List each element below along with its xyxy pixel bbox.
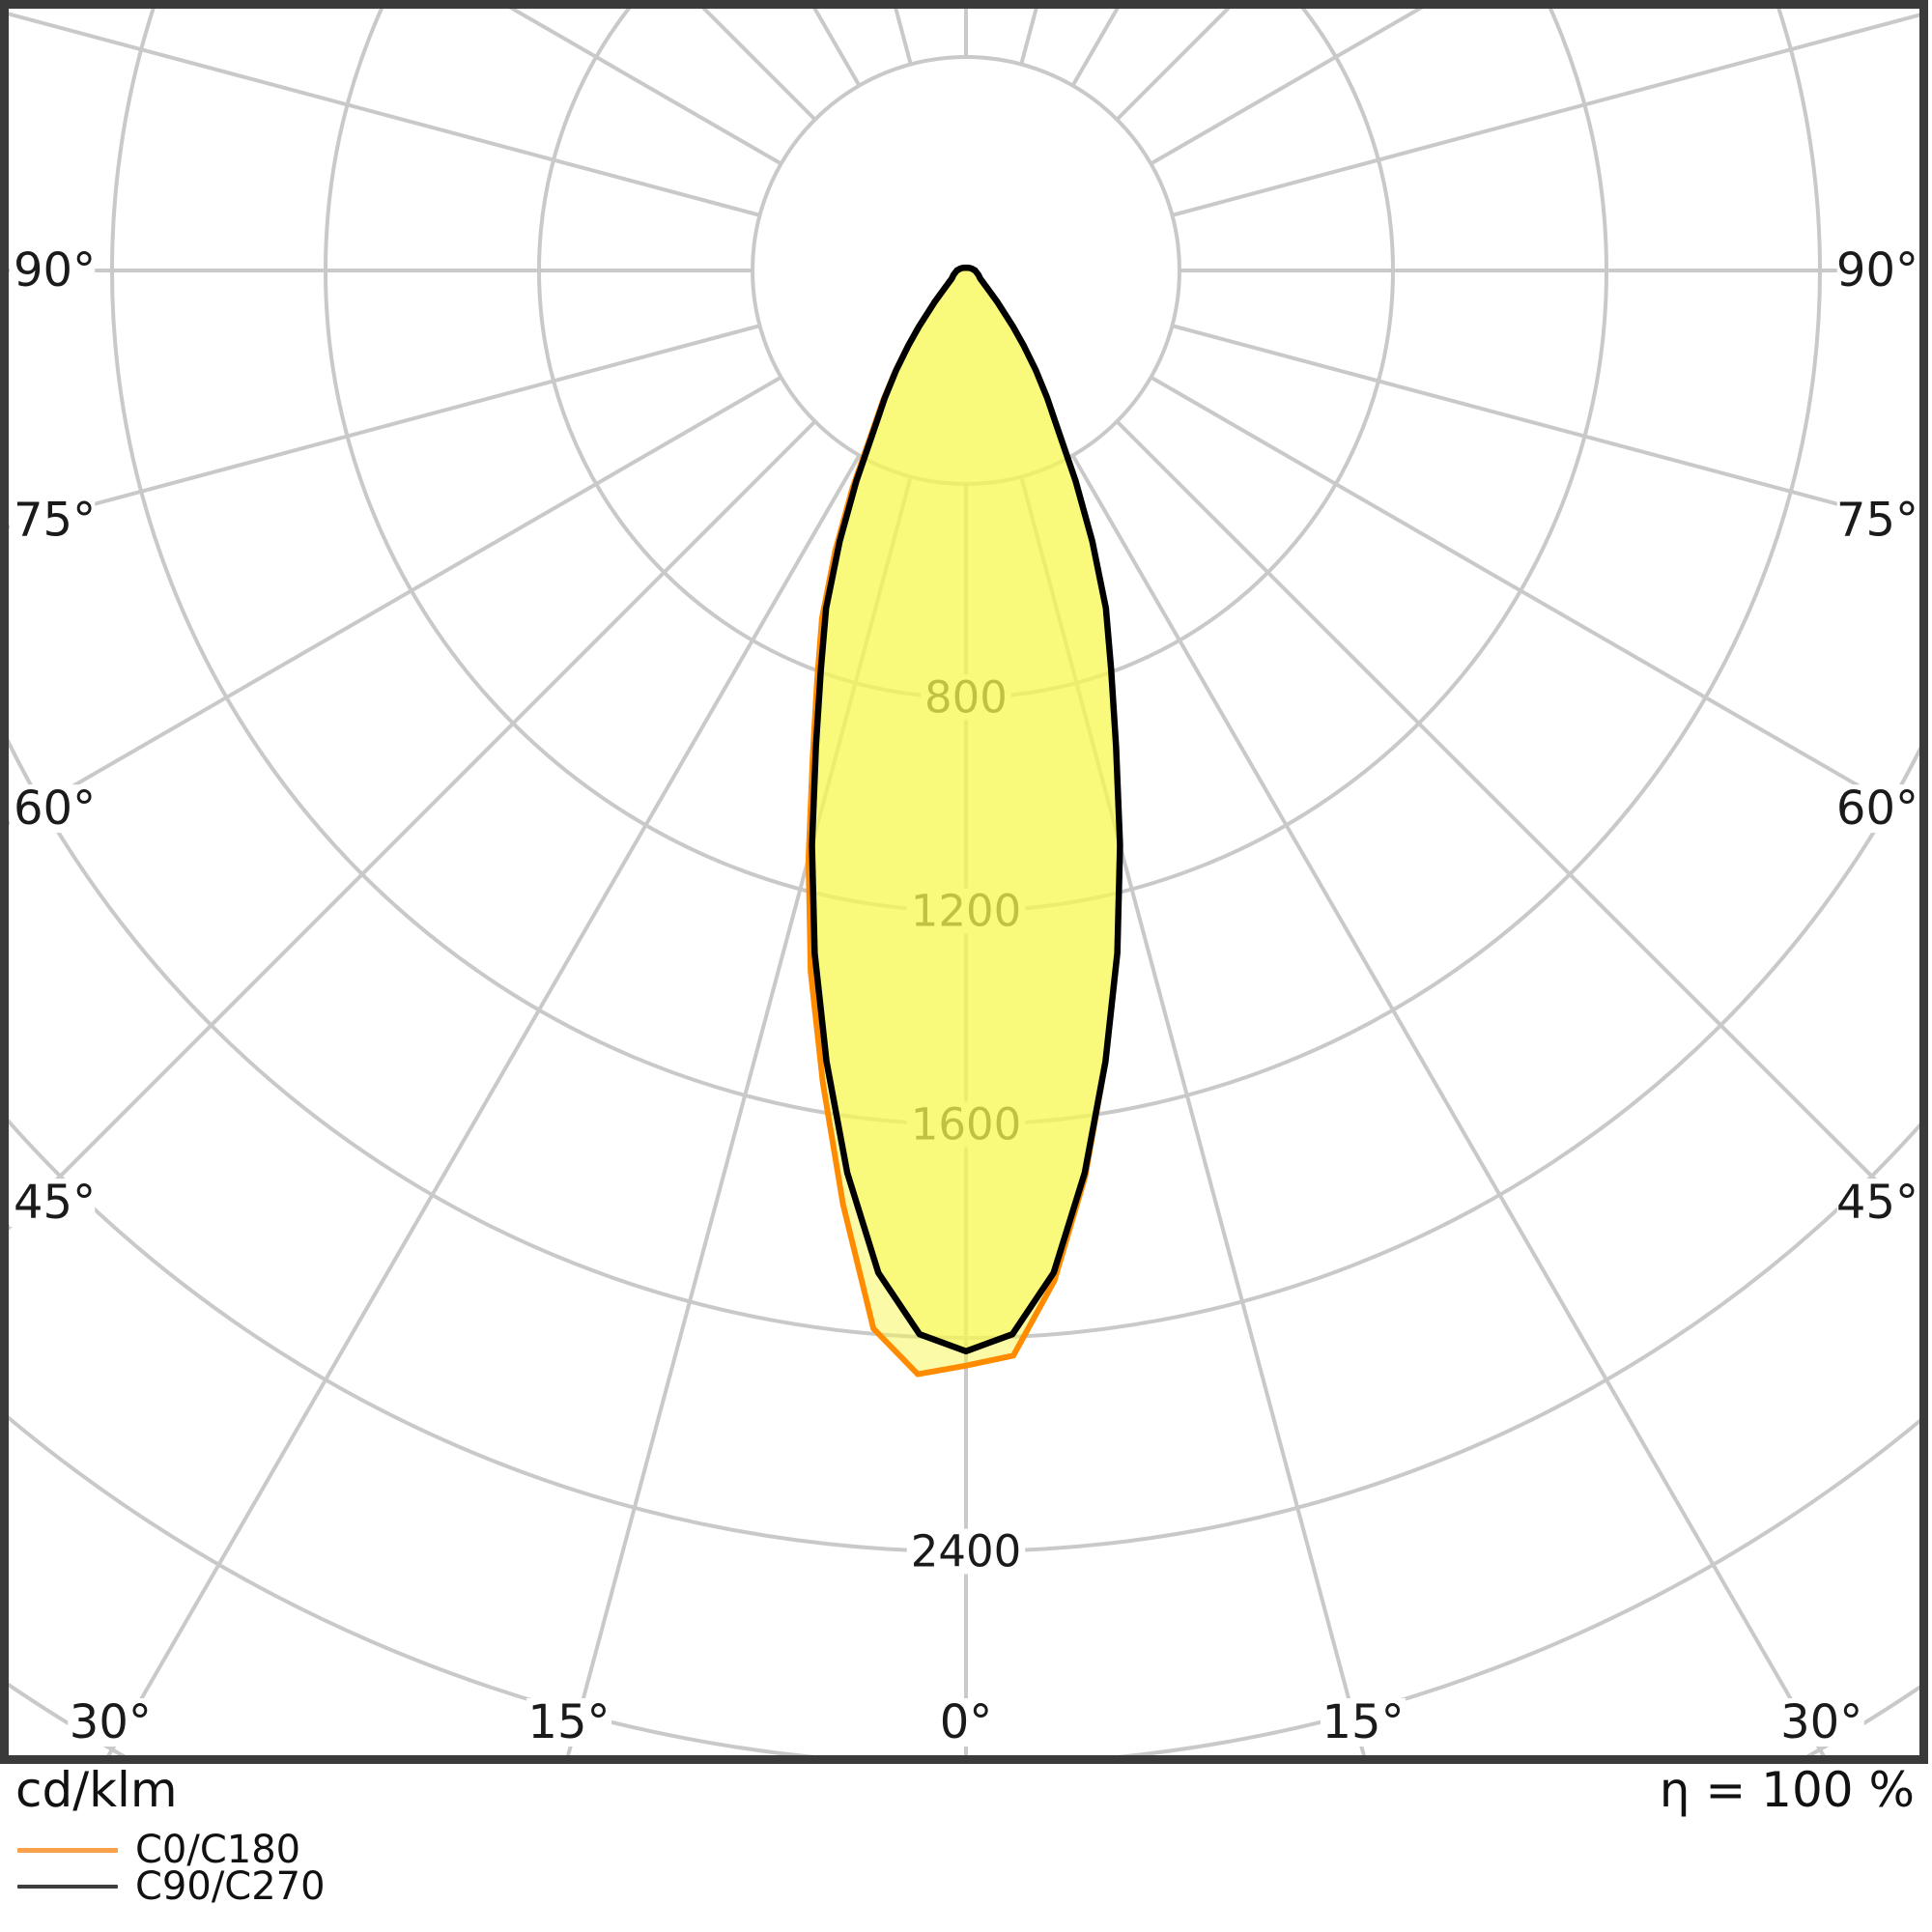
c0-line-swatch: [17, 1848, 118, 1853]
angle-label-left: 60°: [14, 781, 96, 836]
angle-label-bottom: 30°: [70, 1695, 152, 1749]
angle-label-left-bg: [10, 784, 96, 834]
angle-label-left-bg: [10, 246, 96, 295]
legend-label-c90: C90/C270: [135, 1864, 326, 1909]
angle-label-left: 90°: [14, 243, 96, 298]
angle-label-bottom-bg: [68, 1698, 154, 1747]
angle-label-left: 75°: [14, 494, 96, 548]
angle-label-right: 90°: [1836, 243, 1918, 298]
legend-row-c0: C0/C180: [0, 1828, 580, 1872]
grid-spoke: [1150, 9, 1424, 166]
grid-spoke: [1171, 12, 1923, 217]
angle-label-bottom: 0°: [940, 1695, 993, 1749]
angle-label-left-bg: [10, 1179, 96, 1227]
grid-spoke: [812, 9, 862, 87]
angle-label-right-bg: [1836, 246, 1922, 295]
angle-label-bottom-bg: [938, 1698, 994, 1747]
grid-spoke: [1019, 9, 1038, 66]
grid-spoke: [1171, 324, 1923, 529]
angle-label-left-bg: [10, 496, 96, 545]
curve-C90/C270: [809, 264, 1123, 1355]
efficiency-label: η = 100 %: [1659, 1762, 1915, 1818]
grid-spoke: [106, 454, 862, 1755]
beam-fill-C90/C270: [811, 268, 1121, 1351]
legend-row-c90: C90/C270: [0, 1864, 580, 1909]
angle-label-bottom: 15°: [1321, 1695, 1404, 1749]
grid-spoke: [1115, 419, 1923, 1231]
angle-label-bottom-bg: [1778, 1698, 1864, 1747]
angle-label-right: 45°: [1836, 1176, 1918, 1230]
grid-spoke: [9, 419, 817, 1231]
grid-spoke: [9, 324, 761, 529]
legend: C0/C180 C90/C270: [0, 1828, 580, 1909]
plot-border: [0, 0, 1928, 1764]
angle-label-bottom: 30°: [1780, 1695, 1862, 1749]
grid-spoke: [1070, 454, 1826, 1755]
angle-label-bottom: 15°: [527, 1695, 610, 1749]
grid-spoke: [1070, 9, 1120, 87]
radial-tick-label: 2400: [911, 1526, 1022, 1577]
angle-label-right-bg: [1836, 784, 1922, 834]
units-label: cd/klm: [15, 1762, 178, 1818]
angle-label-bottom-bg: [526, 1698, 612, 1747]
grid-spoke: [701, 9, 817, 122]
angle-label-bottom-bg: [1320, 1698, 1406, 1747]
c90-line-swatch: [17, 1885, 118, 1889]
grid-spoke: [1115, 9, 1231, 122]
grid-spoke: [9, 375, 782, 826]
grid-spoke: [9, 12, 761, 217]
legend-label-c0: C0/C180: [135, 1828, 301, 1872]
angle-label-right: 60°: [1836, 781, 1918, 836]
grid-spoke: [1150, 375, 1923, 826]
grid-spoke: [508, 9, 782, 166]
radial-tick-label-bg: [906, 1528, 1026, 1575]
angle-label-right-bg: [1836, 496, 1922, 545]
angle-label-right: 75°: [1836, 494, 1918, 548]
angle-label-right-bg: [1836, 1179, 1922, 1227]
angle-label-left: 45°: [14, 1176, 96, 1230]
grid-spoke: [894, 9, 913, 66]
